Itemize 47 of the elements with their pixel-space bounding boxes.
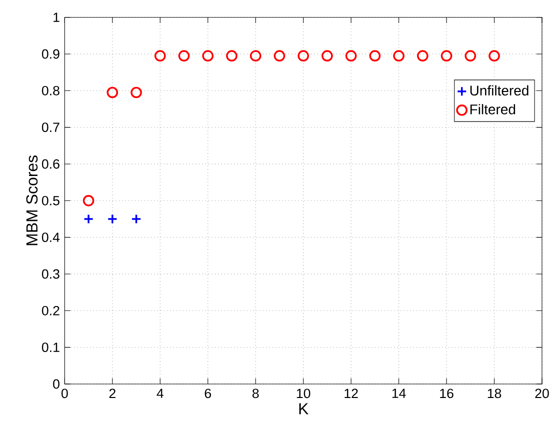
point: [154, 50, 166, 62]
point: [106, 86, 118, 98]
x-tick-label: 8: [252, 388, 259, 398]
x-tick-label: 12: [344, 388, 358, 398]
point: [107, 214, 118, 224]
point: [488, 50, 500, 62]
x-tick-label: 0: [61, 388, 68, 398]
point: [130, 86, 142, 98]
y-tick-label: 0.6: [42, 159, 60, 169]
point: [345, 50, 357, 62]
y-tick-label: 0.1: [42, 342, 60, 352]
x-tick-label: 14: [392, 388, 406, 398]
point: [82, 194, 94, 206]
y-tick-label: 0.5: [42, 196, 60, 206]
y-tick-label: 0.3: [42, 269, 60, 279]
y-tick-label: 0.9: [42, 49, 60, 59]
y-axis-title: MBM Scores: [26, 155, 38, 246]
point: [83, 214, 94, 224]
point: [369, 50, 381, 62]
x-tick-label: 6: [204, 388, 211, 398]
point: [298, 50, 310, 62]
point: [202, 50, 214, 62]
x-axis-title: K: [299, 403, 308, 414]
point: [178, 50, 190, 62]
y-tick-label: 0: [53, 379, 60, 389]
x-tick-label: 16: [440, 388, 454, 398]
point: [393, 50, 404, 62]
x-tick-label: 18: [488, 388, 502, 398]
point: [131, 214, 142, 224]
point: [440, 50, 452, 62]
point: [464, 50, 476, 62]
y-tick-label: 1: [54, 12, 60, 22]
point: [250, 50, 262, 62]
x-tick-label: 20: [535, 388, 549, 398]
x-tick-label: 2: [109, 388, 116, 398]
y-tick-label: 0.8: [42, 86, 60, 96]
point: [226, 50, 238, 62]
legend-label: Unfiltered: [470, 85, 528, 96]
y-tick-label: 0.2: [42, 306, 60, 316]
y-tick-label: 0.4: [42, 232, 60, 242]
y-tick-label: 0.7: [42, 122, 60, 132]
legend-label: Filtered: [470, 104, 516, 114]
x-tick-label: 10: [296, 388, 310, 398]
point: [416, 50, 428, 62]
point: [274, 50, 286, 62]
x-tick-label: 4: [156, 388, 164, 398]
point: [322, 50, 333, 62]
